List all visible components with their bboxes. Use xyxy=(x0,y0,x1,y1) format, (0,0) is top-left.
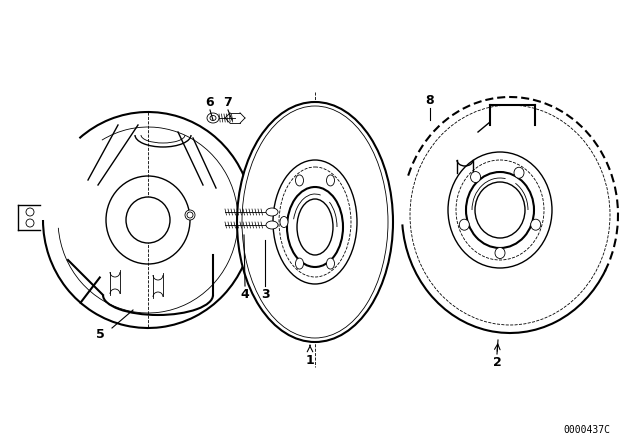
Ellipse shape xyxy=(266,221,278,229)
Ellipse shape xyxy=(273,160,357,284)
Text: 1: 1 xyxy=(306,353,314,366)
Ellipse shape xyxy=(296,258,303,269)
Ellipse shape xyxy=(296,175,303,186)
Ellipse shape xyxy=(470,172,481,183)
Text: 5: 5 xyxy=(95,328,104,341)
Text: 6: 6 xyxy=(205,96,214,109)
Ellipse shape xyxy=(26,219,34,227)
Ellipse shape xyxy=(448,152,552,268)
Text: 7: 7 xyxy=(223,96,232,109)
Ellipse shape xyxy=(185,210,195,220)
Ellipse shape xyxy=(266,208,278,216)
Ellipse shape xyxy=(326,258,335,269)
Text: 0000437C: 0000437C xyxy=(563,425,610,435)
Ellipse shape xyxy=(531,219,541,230)
Ellipse shape xyxy=(287,187,343,267)
Ellipse shape xyxy=(26,208,34,216)
Ellipse shape xyxy=(514,167,524,178)
Text: 2: 2 xyxy=(493,357,501,370)
Ellipse shape xyxy=(187,212,193,218)
Ellipse shape xyxy=(280,216,288,228)
Ellipse shape xyxy=(495,247,505,258)
Ellipse shape xyxy=(106,176,190,264)
Ellipse shape xyxy=(237,102,393,342)
Ellipse shape xyxy=(475,182,525,238)
Text: 4: 4 xyxy=(241,289,250,302)
Text: 8: 8 xyxy=(426,94,435,107)
Ellipse shape xyxy=(460,219,469,230)
Ellipse shape xyxy=(402,97,618,333)
Ellipse shape xyxy=(326,175,335,186)
Ellipse shape xyxy=(297,199,333,255)
Ellipse shape xyxy=(210,116,216,121)
Ellipse shape xyxy=(207,113,219,123)
Text: 3: 3 xyxy=(260,289,269,302)
Ellipse shape xyxy=(126,197,170,243)
Ellipse shape xyxy=(466,172,534,248)
